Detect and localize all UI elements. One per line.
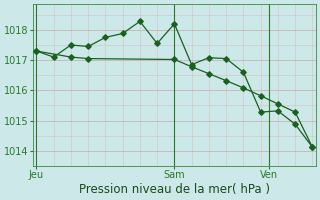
X-axis label: Pression niveau de la mer( hPa ): Pression niveau de la mer( hPa ) [79, 183, 270, 196]
